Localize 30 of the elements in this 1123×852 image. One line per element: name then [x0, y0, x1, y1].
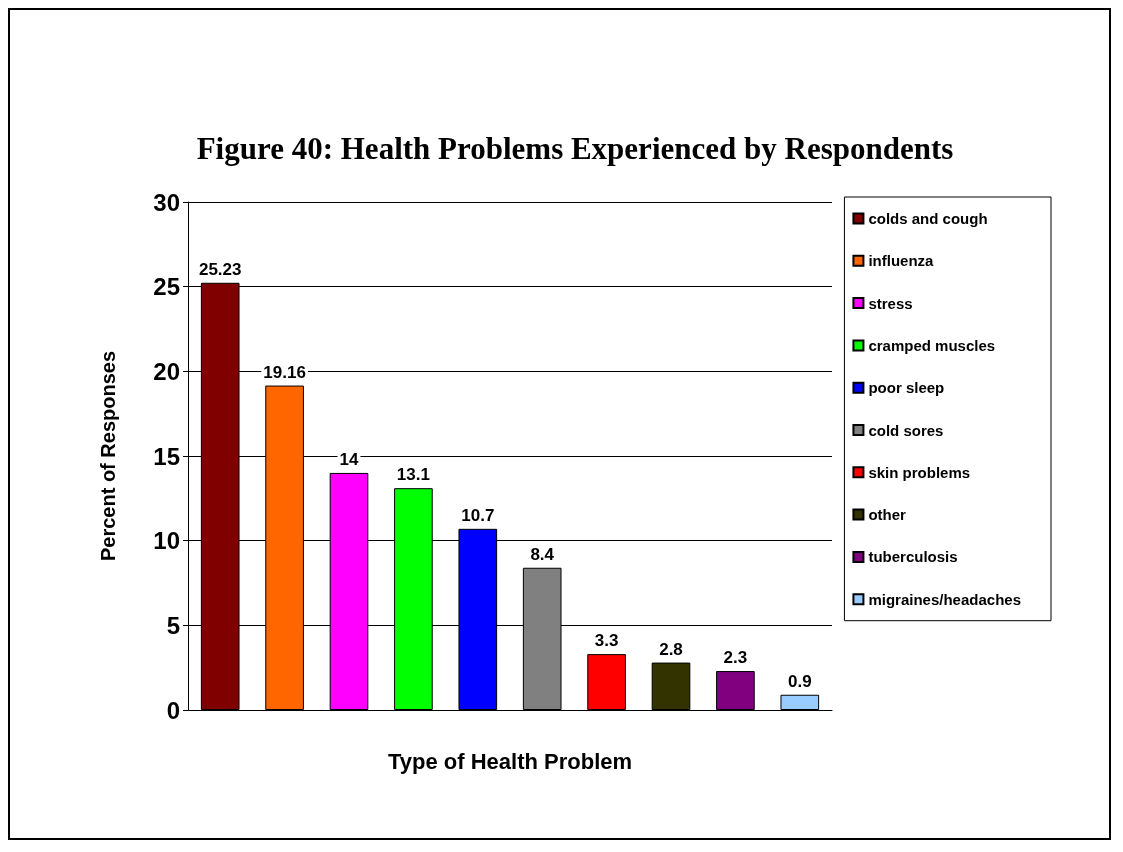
x-axis-title: Type of Health Problem — [387, 748, 633, 774]
legend-label: poor sleep — [868, 379, 945, 397]
y-axis-title: Percent of Responses — [97, 350, 119, 562]
data-label: 0.9 — [787, 671, 812, 691]
y-tick-label: 15 — [153, 442, 180, 470]
data-label: 13.1 — [396, 465, 430, 485]
legend-label: skin problems — [868, 463, 971, 481]
data-label: 3.3 — [594, 631, 619, 651]
data-label: 8.4 — [530, 544, 555, 564]
data-label: 10.7 — [461, 505, 495, 525]
data-label: 2.8 — [659, 639, 683, 659]
y-tick-label: 5 — [166, 611, 180, 639]
data-label: 25.23 — [198, 259, 242, 279]
legend-label: colds and cough — [868, 210, 988, 227]
legend-label: other — [868, 506, 907, 524]
legend-label: tuberculosis — [868, 548, 958, 566]
legend-label: stress — [868, 294, 913, 312]
legend-label: cold sores — [868, 421, 944, 439]
y-tick-label: 30 — [153, 188, 180, 216]
legend-label: influenza — [868, 252, 935, 270]
data-label: 19.16 — [263, 362, 306, 382]
y-tick-label: 0 — [166, 696, 180, 724]
y-tick-label: 10 — [153, 527, 180, 555]
data-label: 14 — [339, 449, 359, 469]
legend-label: cramped muscles — [868, 336, 996, 354]
y-tick-label: 20 — [153, 357, 180, 385]
chart-title: Figure 40: Health Problems Experienced by Respondents — [196, 131, 954, 166]
data-label: 2.3 — [723, 648, 748, 668]
y-tick-label: 25 — [153, 273, 180, 301]
legend-label: migraines/headaches — [868, 590, 1022, 608]
